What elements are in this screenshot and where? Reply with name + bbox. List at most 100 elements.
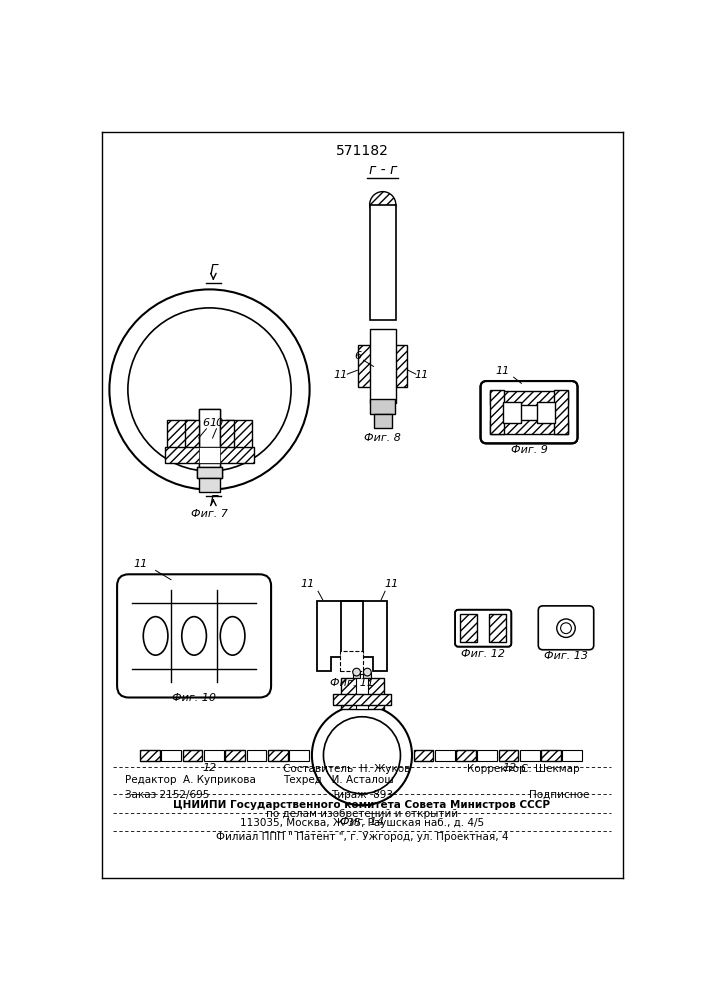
Bar: [289, 750, 309, 761]
Bar: [182, 750, 202, 761]
Text: 10: 10: [209, 418, 223, 428]
Circle shape: [353, 668, 361, 676]
Bar: [373, 414, 392, 428]
Bar: [199, 447, 219, 463]
Bar: [370, 399, 395, 414]
Bar: [498, 750, 518, 761]
Text: Техред   И. Асталош: Техред И. Асталош: [283, 775, 393, 785]
Bar: [460, 614, 477, 642]
Circle shape: [557, 619, 575, 637]
Text: 11: 11: [414, 370, 428, 380]
FancyBboxPatch shape: [538, 606, 594, 650]
Bar: [204, 750, 223, 761]
Text: 12: 12: [202, 763, 216, 773]
Ellipse shape: [182, 617, 206, 655]
Text: Г: Г: [209, 263, 217, 277]
Text: Заказ 2152/695: Заказ 2152/695: [125, 790, 209, 800]
Text: Г: Г: [209, 494, 217, 508]
Circle shape: [110, 289, 310, 490]
Text: 6: 6: [202, 418, 209, 428]
Bar: [268, 750, 288, 761]
Bar: [247, 750, 267, 761]
Text: 113035, Москва, Ж-35, Раушская наб., д. 4/5: 113035, Москва, Ж-35, Раушская наб., д. …: [240, 818, 484, 828]
Bar: [456, 750, 476, 761]
Bar: [520, 750, 539, 761]
Polygon shape: [317, 601, 387, 671]
Bar: [370, 205, 396, 320]
Bar: [490, 391, 568, 405]
Bar: [414, 750, 433, 761]
Text: Фиг. 10: Фиг. 10: [172, 693, 216, 703]
Text: Фиг. 13: Фиг. 13: [544, 651, 588, 661]
FancyBboxPatch shape: [117, 574, 271, 698]
Text: Составитель  Н. Жуков: Составитель Н. Жуков: [283, 764, 410, 774]
Bar: [489, 614, 506, 642]
Circle shape: [324, 717, 400, 794]
Text: Фиг. 8: Фиг. 8: [364, 433, 401, 443]
Bar: [363, 672, 371, 678]
Bar: [140, 750, 160, 761]
Text: 6: 6: [354, 351, 362, 361]
Bar: [435, 750, 455, 761]
Text: Тираж  893: Тираж 893: [331, 790, 393, 800]
Text: 11: 11: [385, 579, 399, 589]
Bar: [392, 345, 407, 387]
Bar: [490, 390, 503, 434]
Text: Фиг. 12: Фиг. 12: [461, 649, 505, 659]
Bar: [221, 420, 234, 455]
Ellipse shape: [144, 617, 168, 655]
Bar: [226, 750, 245, 761]
Text: 12: 12: [503, 763, 517, 773]
Circle shape: [363, 668, 371, 676]
Circle shape: [312, 705, 412, 805]
Text: Подписное: Подписное: [529, 790, 590, 800]
Text: Фиг. 14: Фиг. 14: [340, 817, 384, 827]
Bar: [537, 402, 555, 423]
Text: ЦНИИПИ Государственного комитета Совета Министров СССР: ЦНИИПИ Государственного комитета Совета …: [173, 800, 551, 810]
Bar: [197, 467, 222, 478]
Bar: [340, 651, 363, 671]
Bar: [563, 750, 582, 761]
Circle shape: [370, 192, 396, 218]
Bar: [541, 750, 561, 761]
Bar: [503, 402, 521, 423]
Bar: [161, 750, 181, 761]
Circle shape: [128, 308, 291, 471]
Bar: [490, 420, 568, 434]
FancyBboxPatch shape: [455, 610, 511, 647]
Ellipse shape: [221, 617, 245, 655]
Bar: [199, 409, 219, 478]
Bar: [334, 694, 391, 705]
Text: Фиг. 11: Фиг. 11: [330, 678, 374, 688]
Text: Фиг. 7: Фиг. 7: [191, 509, 228, 519]
Text: 11: 11: [333, 370, 348, 380]
Text: по делам изобретений и открытий: по делам изобретений и открытий: [266, 809, 458, 819]
Circle shape: [561, 623, 571, 634]
Text: Фиг. 9: Фиг. 9: [510, 445, 547, 455]
Bar: [185, 420, 199, 455]
Text: 11: 11: [300, 579, 315, 589]
Bar: [199, 409, 219, 478]
Bar: [370, 329, 396, 403]
Text: 571182: 571182: [336, 144, 388, 158]
Text: г - г: г - г: [368, 163, 397, 177]
Bar: [372, 345, 381, 387]
Text: Корректор: Корректор: [467, 764, 526, 774]
Bar: [554, 390, 568, 434]
Text: 11: 11: [495, 366, 509, 376]
Bar: [477, 750, 497, 761]
Text: 11: 11: [133, 559, 147, 569]
Bar: [385, 345, 394, 387]
Bar: [353, 672, 361, 678]
Bar: [197, 467, 222, 478]
Bar: [199, 478, 219, 492]
Text: Филиал ППП " Патент ", г. Ужгород, ул. Проектная, 4: Филиал ППП " Патент ", г. Ужгород, ул. П…: [216, 832, 508, 842]
Text: С. Шекмар: С. Шекмар: [521, 764, 580, 774]
Bar: [356, 674, 368, 709]
Text: Редактор  А. Куприкова: Редактор А. Куприкова: [125, 775, 256, 785]
FancyBboxPatch shape: [481, 381, 578, 443]
Bar: [341, 678, 383, 709]
Bar: [165, 447, 254, 463]
Bar: [167, 420, 194, 455]
Bar: [358, 345, 373, 387]
